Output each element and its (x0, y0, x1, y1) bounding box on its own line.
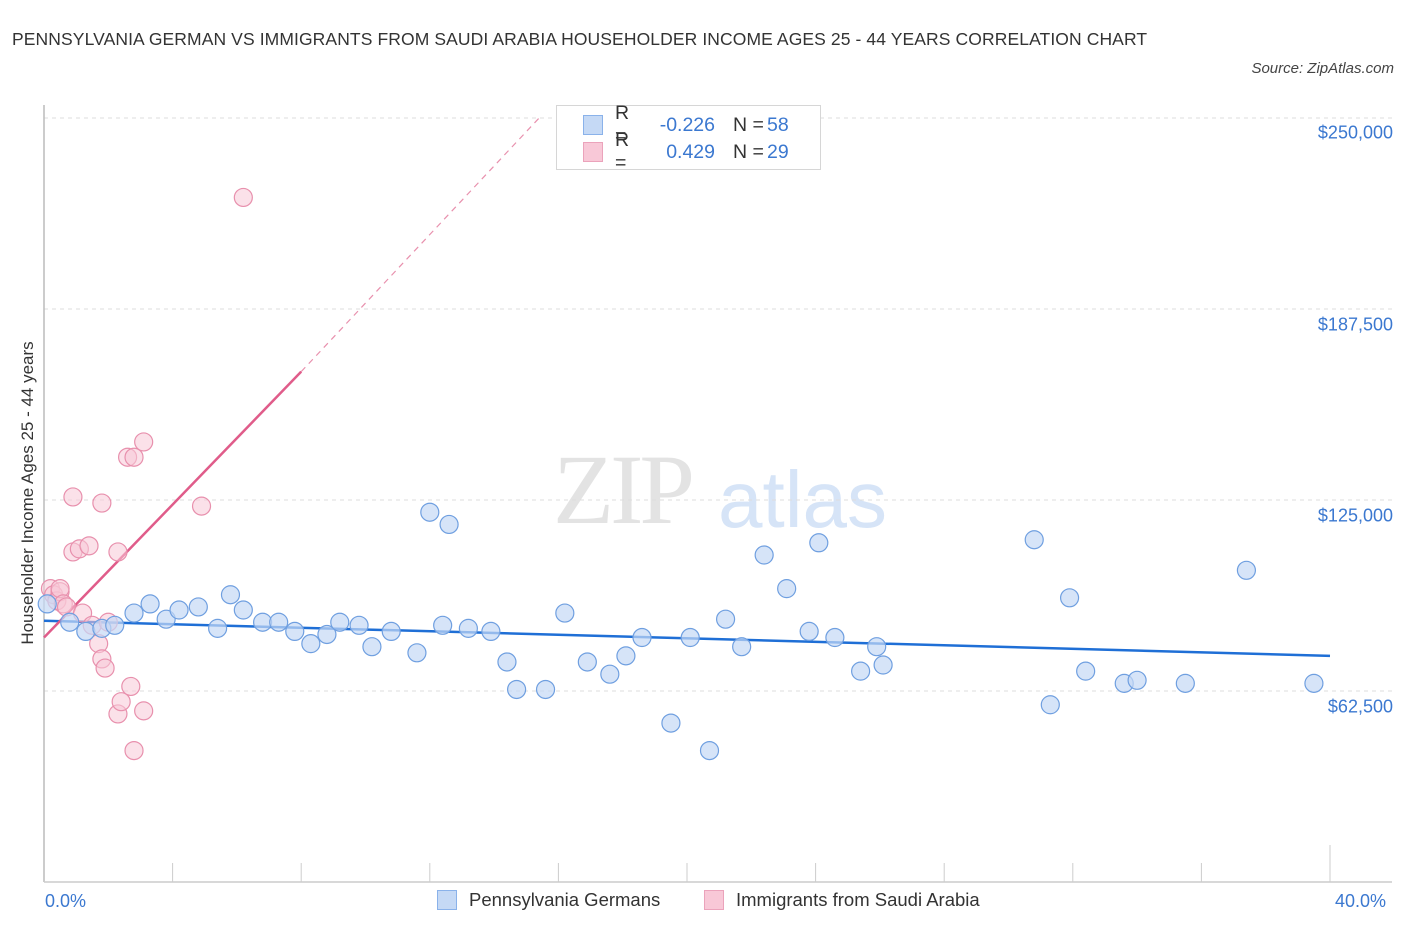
x-tick-min: 0.0% (45, 891, 87, 911)
blue-swatch-icon (437, 890, 457, 910)
saudi-arabia-points (40, 187, 253, 761)
blue-swatch-icon (583, 115, 603, 135)
legend-label: Immigrants from Saudi Arabia (736, 889, 980, 910)
legend-item-pennsylvania[interactable]: Pennsylvania Germans (437, 889, 660, 911)
r-value: 0.429 (666, 140, 715, 163)
legend-item-saudi[interactable]: Immigrants from Saudi Arabia (704, 889, 980, 911)
source-credit: Source: ZipAtlas.com (1251, 60, 1394, 77)
correlation-legend: R = -0.226 N = 58 R = 0.429 N = 29 (556, 102, 821, 174)
y-tick-62500: $62,500 (1327, 696, 1393, 717)
pink-swatch-icon (704, 890, 724, 910)
pennsylvania-german-points (37, 502, 1324, 761)
n-value: 58 (767, 113, 789, 136)
r-label: R = (615, 102, 630, 147)
chart-title: PENNSYLVANIA GERMAN VS IMMIGRANTS FROM S… (12, 29, 1148, 49)
n-value: 29 (767, 140, 789, 163)
pink-swatch-icon (583, 142, 603, 162)
legend-label: Pennsylvania Germans (469, 889, 661, 910)
y-axis-label: Householder Income Ages 25 - 44 years (18, 341, 37, 645)
y-tick-250000: $250,000 (1317, 122, 1393, 143)
legend-row-saudi: R = 0.429 N = 29 (583, 129, 789, 174)
series-legend: Pennsylvania Germans Immigrants from Sau… (0, 889, 1406, 915)
watermark-atlas: atlas (718, 455, 887, 544)
r-value: -0.226 (659, 113, 715, 136)
n-label: N = (733, 113, 764, 136)
x-tick-max: 40.0% (1335, 891, 1387, 911)
y-tick-125000: $125,000 (1317, 505, 1393, 526)
legend-row-pennsylvania: R = -0.226 N = 58 (583, 102, 789, 147)
n-label: N = (733, 140, 764, 163)
y-tick-187500: $187,500 (1317, 314, 1393, 335)
watermark-zip: ZIP (553, 434, 695, 545)
axes (43, 105, 1392, 883)
r-label: R = (615, 129, 630, 174)
